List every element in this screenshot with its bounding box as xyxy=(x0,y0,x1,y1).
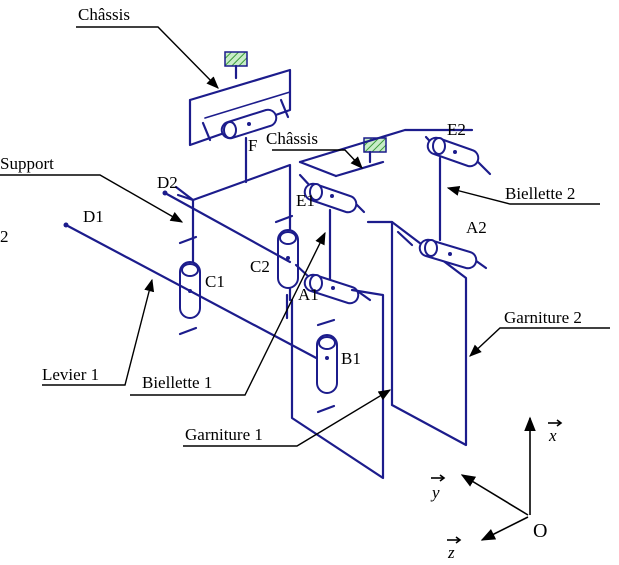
label-a1: A1 xyxy=(298,285,319,304)
pivot-b1-cylinder xyxy=(316,334,338,394)
garniture-2 xyxy=(366,220,488,447)
axis-label-x: x xyxy=(548,426,557,445)
label-f: F xyxy=(248,136,257,155)
axis-label-y: y xyxy=(430,483,440,502)
label-b1: B1 xyxy=(341,349,361,368)
label-c1: C1 xyxy=(205,272,225,291)
label-levier-1: Levier 1 xyxy=(42,365,99,384)
axis-label-z: z xyxy=(447,543,455,562)
axis-origin-label: O xyxy=(533,520,547,542)
vec-head-y xyxy=(439,474,446,482)
label-chassis-top: Châssis xyxy=(78,5,130,24)
coordinate-axes: x y z O xyxy=(430,416,563,562)
label-e1: E1 xyxy=(296,191,315,210)
pivot-e2-cylinder xyxy=(426,136,480,168)
label-garniture-1: Garniture 1 xyxy=(185,425,263,444)
label-chassis-mid: Châssis xyxy=(266,129,318,148)
chassis-top xyxy=(188,51,292,184)
label-biellette-1: Biellette 1 xyxy=(142,373,212,392)
support-frame xyxy=(174,163,299,336)
label-c2: C2 xyxy=(250,257,270,276)
label-d1: D1 xyxy=(83,207,104,226)
label-e2: E2 xyxy=(447,120,466,139)
pivot-a2-cylinder xyxy=(418,238,478,270)
label-biellette-2: Biellette 2 xyxy=(505,184,575,203)
pivot-f-cylinder xyxy=(220,108,278,140)
pivot-e1-cylinder xyxy=(303,182,358,214)
vec-head-x xyxy=(556,419,563,427)
garniture-1 xyxy=(290,288,385,480)
ground-hatch-top xyxy=(224,51,248,67)
levier-1 xyxy=(63,222,322,362)
pivot-c2-cylinder xyxy=(277,229,299,289)
label-garniture-2: Garniture 2 xyxy=(504,308,582,327)
label-support: Support xyxy=(0,154,54,173)
label-a2: A2 xyxy=(466,218,487,237)
levier-2 xyxy=(162,190,292,264)
axis-z-arrow xyxy=(480,516,529,541)
axis-y-arrow xyxy=(460,474,529,516)
chassis-middle xyxy=(298,128,492,242)
biellette-1 xyxy=(294,208,372,305)
vec-head-z xyxy=(455,536,462,544)
leader-lines xyxy=(0,26,610,447)
label-d2: D2 xyxy=(157,173,178,192)
label-levier-2-partial: 2 xyxy=(0,227,9,246)
